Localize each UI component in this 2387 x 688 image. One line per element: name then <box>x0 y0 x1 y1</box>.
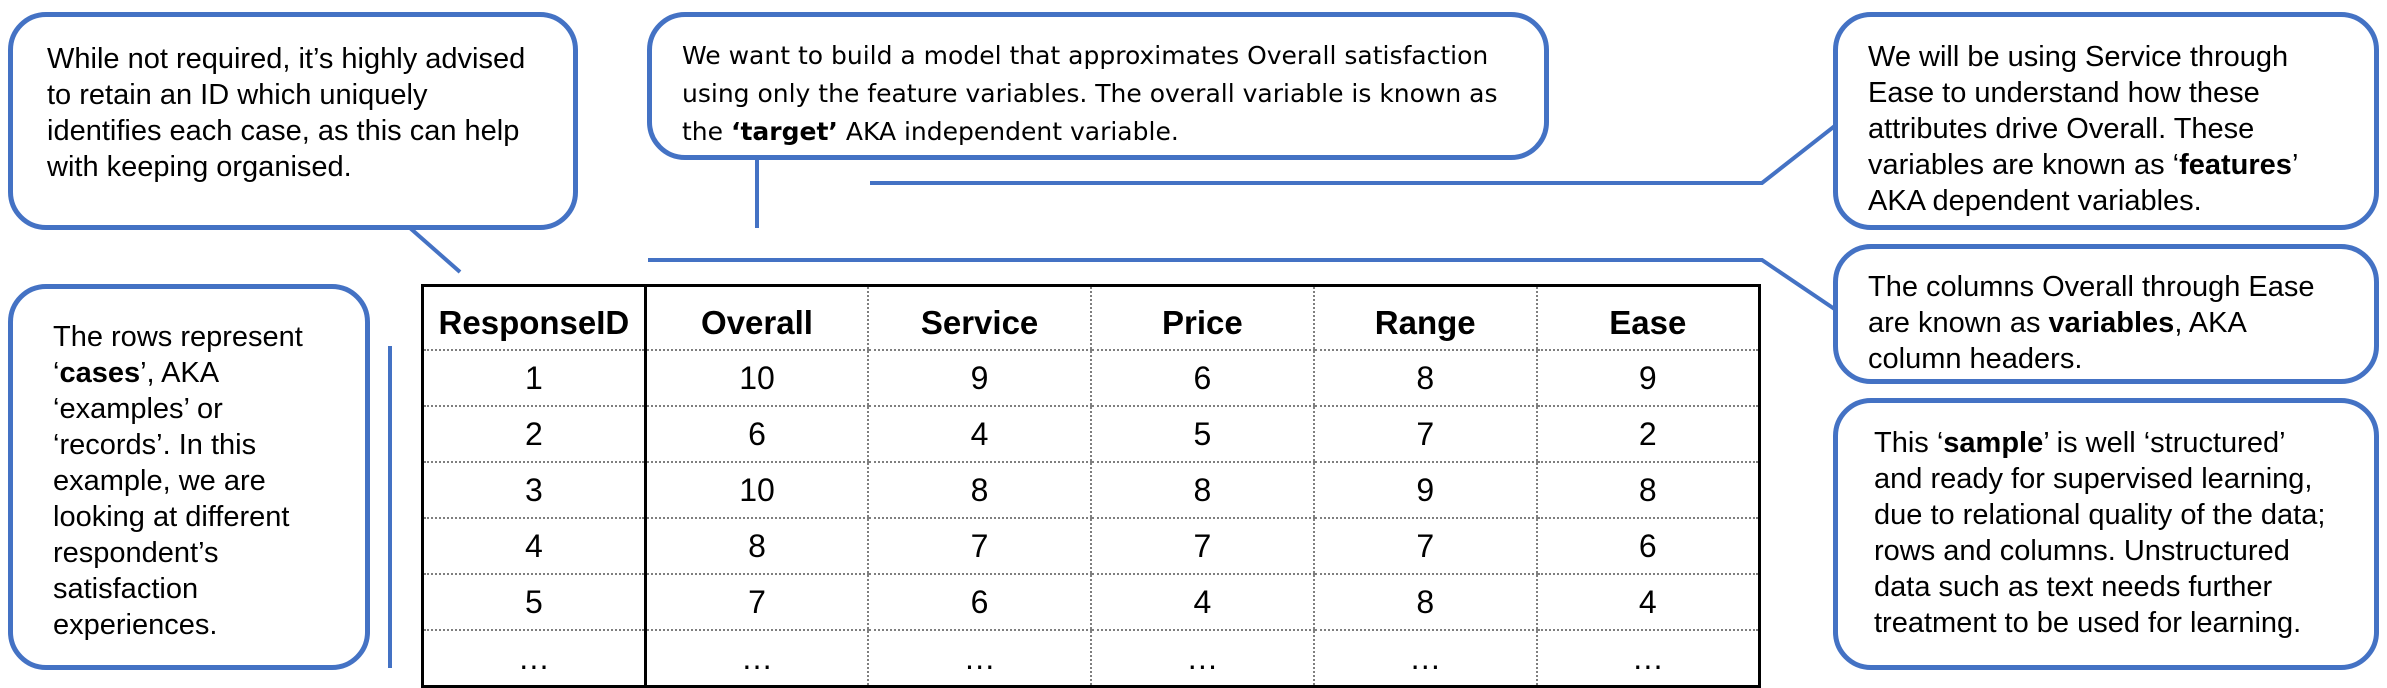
features-callout-bold: features <box>2179 149 2292 181</box>
table-cell: 8 <box>1535 462 1760 519</box>
table-cell: 4 <box>1089 574 1314 631</box>
table-cell: 7 <box>867 518 1091 575</box>
table-cell: 8 <box>1089 462 1314 519</box>
table-cell: 6 <box>867 574 1091 631</box>
table-cell: … <box>644 630 869 687</box>
features-callout: We will be using Service through Ease to… <box>1833 12 2379 230</box>
header-overall: Overall <box>644 285 869 351</box>
table-row-ellipsis: … … … … … … <box>422 630 1760 687</box>
sample-callout-text-2: ’ is well ‘structured’ and ready for sup… <box>1874 427 2326 639</box>
header-service: Service <box>867 285 1091 351</box>
table-cell: 8 <box>1312 350 1537 407</box>
table-cell: 7 <box>1312 518 1537 575</box>
table-cell: 2 <box>1535 406 1760 463</box>
table-cell: 6 <box>1089 350 1314 407</box>
variables-callout-text-2: , AKA column headers. <box>1868 307 2246 375</box>
target-callout-text-1: We want to build a model that approximat… <box>682 41 1498 146</box>
features-callout-text-1: We will be using Service through Ease to… <box>1868 41 2289 181</box>
variables-callout-text-1: The columns Overall through Ease are kno… <box>1868 271 2315 339</box>
id-callout-text: While not required, it’s highly advised … <box>47 43 526 183</box>
target-callout-text-2: AKA independent variable. <box>837 117 1179 146</box>
variables-connector <box>648 258 1838 312</box>
table-cell: 1 <box>422 350 647 407</box>
table-cell: 10 <box>644 350 869 407</box>
table-row: 4 8 7 7 7 6 <box>422 518 1760 575</box>
table-cell: 2 <box>422 406 647 463</box>
table-cell: 9 <box>867 350 1091 407</box>
table-header-row: ResponseID Overall Service Price Range E… <box>422 285 1760 351</box>
features-callout-text-2: ’ AKA dependent variables. <box>1868 149 2298 217</box>
table-cell: 7 <box>1089 518 1314 575</box>
table-cell: 8 <box>644 518 869 575</box>
table-cell: 9 <box>1312 462 1537 519</box>
table-cell: … <box>1535 630 1760 687</box>
table-cell: 6 <box>1535 518 1760 575</box>
cases-callout-text-1: The rows represent ‘ <box>53 321 303 389</box>
target-callout-bold: ‘target’ <box>730 117 838 146</box>
table-cell: 4 <box>867 406 1091 463</box>
sample-callout: This ‘sample’ is well ‘structured’ and r… <box>1833 398 2379 670</box>
table-cell: 7 <box>1312 406 1537 463</box>
variables-callout-bold: variables <box>2048 307 2175 339</box>
table-cell: … <box>1089 630 1314 687</box>
sample-callout-bold: sample <box>1943 427 2044 459</box>
table-cell: 10 <box>644 462 869 519</box>
table-cell: 8 <box>1312 574 1537 631</box>
header-price: Price <box>1089 285 1314 351</box>
variables-callout: The columns Overall through Ease are kno… <box>1833 244 2379 384</box>
table-cell: … <box>867 630 1091 687</box>
table-cell: 8 <box>867 462 1091 519</box>
table-cell: … <box>1312 630 1537 687</box>
table-cell: … <box>422 630 647 687</box>
header-ease: Ease <box>1535 285 1760 351</box>
table-cell: 5 <box>422 574 647 631</box>
cases-callout: The rows represent ‘cases’, AKA ‘example… <box>8 284 370 670</box>
table-cell: 7 <box>644 574 869 631</box>
target-callout: We want to build a model that approximat… <box>647 12 1549 160</box>
cases-callout-bold: cases <box>59 357 141 389</box>
table-row: 5 7 6 4 8 4 <box>422 574 1760 631</box>
id-connector <box>408 226 462 274</box>
data-table: ResponseID Overall Service Price Range E… <box>421 284 1761 688</box>
table-cell: 3 <box>422 462 647 519</box>
table-cell: 9 <box>1535 350 1760 407</box>
id-callout: While not required, it’s highly advised … <box>8 12 578 230</box>
sample-callout-text-1: This ‘ <box>1874 427 1944 459</box>
table-cell: 4 <box>1535 574 1760 631</box>
table-cell: 4 <box>422 518 647 575</box>
features-connector <box>870 123 1838 185</box>
table-row: 1 10 9 6 8 9 <box>422 350 1760 407</box>
table-cell: 5 <box>1089 406 1314 463</box>
cases-callout-text-2: ’, AKA ‘examples’ or ‘records’. In this … <box>53 357 290 641</box>
table-row: 2 6 4 5 7 2 <box>422 406 1760 463</box>
table-row: 3 10 8 8 9 8 <box>422 462 1760 519</box>
header-range: Range <box>1312 285 1537 351</box>
header-responseid: ResponseID <box>422 285 647 351</box>
table-cell: 6 <box>644 406 869 463</box>
